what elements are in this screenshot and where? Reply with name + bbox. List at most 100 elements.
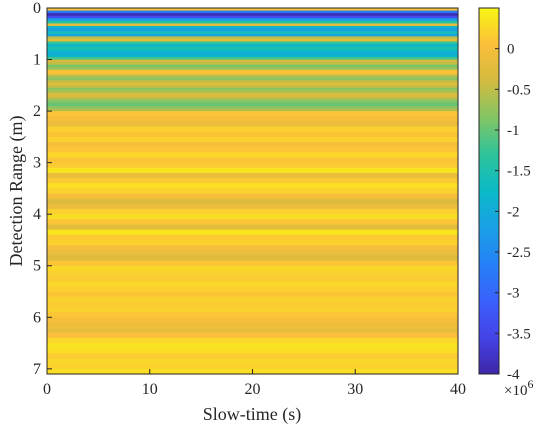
colorbar — [479, 8, 499, 374]
heatmap-cell — [47, 250, 458, 257]
heatmap-cell — [47, 270, 458, 277]
heatmap-cell — [47, 255, 458, 262]
heatmap-cell — [47, 56, 458, 61]
y-tick-label: 0 — [33, 0, 41, 17]
heatmap-cell — [47, 82, 458, 86]
heatmap-cell — [47, 317, 458, 324]
heatmap-cell — [47, 203, 458, 210]
heatmap-cell — [47, 121, 458, 128]
heatmap-cell — [47, 64, 458, 68]
colorbar-frame — [478, 7, 500, 375]
heatmap-cell — [47, 103, 458, 107]
colorbar-tick-label: -3.5 — [507, 326, 531, 342]
heatmap-cell — [47, 77, 458, 81]
heatmap-cell — [47, 33, 458, 37]
heatmap-cell — [47, 136, 458, 143]
heatmap-cell — [47, 265, 458, 272]
heatmap-cell — [47, 13, 458, 17]
y-tick-label: 6 — [33, 309, 41, 326]
heatmap-cell — [47, 286, 458, 293]
heatmap-cell — [47, 49, 458, 53]
heatmap-cell — [47, 59, 458, 63]
heatmap-cell — [47, 198, 458, 205]
heatmap-cell — [47, 162, 458, 169]
x-tick-label: 0 — [43, 381, 51, 398]
heatmap-cell — [47, 41, 458, 45]
x-tick-label: 40 — [450, 381, 466, 398]
colorbar-tick-label: -0.5 — [507, 82, 531, 98]
colorbar-multiplier: ×10 — [504, 383, 527, 399]
heatmap-cell — [47, 44, 458, 48]
heatmap-cell — [47, 108, 458, 112]
colorbar-exponent: 6 — [527, 377, 533, 391]
heatmap-cell — [47, 229, 458, 236]
heatmap-cell — [47, 188, 458, 195]
heatmap-cell — [47, 193, 458, 200]
heatmap-cell — [47, 353, 458, 360]
heatmap-cell — [47, 301, 458, 308]
heatmap-plot-area — [47, 8, 458, 375]
heatmap-cell — [47, 183, 458, 190]
colorbar-axis: 0 -0.5 -1 -1.5 -2 -2.5 -3 -3.5 -4 — [495, 42, 531, 383]
x-axis: 0 10 20 30 40 — [43, 369, 466, 398]
heatmap-cell — [47, 72, 458, 76]
heatmap-cell — [47, 67, 458, 71]
heatmap-cell — [47, 51, 458, 55]
heatmap-cell — [47, 276, 458, 282]
y-axis-label: Detection Range (m) — [6, 116, 27, 267]
heatmap-cell — [47, 209, 458, 215]
colorbar-tick-label: -1 — [507, 123, 520, 139]
x-tick-label: 20 — [245, 381, 261, 398]
heatmap-cell — [47, 348, 458, 354]
heatmap-cell — [47, 358, 458, 365]
y-tick-label: 1 — [33, 52, 41, 69]
heatmap-cell — [47, 54, 458, 58]
heatmap-cell — [47, 46, 458, 50]
heatmap-cell — [47, 18, 458, 22]
heatmap-cell — [47, 147, 458, 153]
heatmap-cell — [47, 36, 458, 40]
heatmap-cell — [47, 111, 458, 117]
heatmap-cell — [47, 167, 458, 174]
heatmap-cell — [47, 116, 458, 123]
heatmap-cell — [47, 234, 458, 241]
heatmap-cell — [47, 62, 458, 66]
y-tick-label: 3 — [33, 155, 41, 172]
heatmap-cell — [47, 8, 458, 12]
heatmap-cell — [47, 337, 458, 344]
heatmap-cell — [47, 23, 458, 27]
x-axis-label: Slow-time (s) — [203, 404, 302, 425]
heatmap-cell — [47, 224, 458, 231]
heatmap-cell — [47, 31, 458, 35]
x-tick-label: 10 — [142, 381, 158, 398]
y-tick-label: 5 — [33, 258, 41, 275]
heatmap-cell — [47, 172, 458, 179]
colorbar-tick-label: -2.5 — [507, 245, 531, 261]
heatmap-cell — [47, 219, 458, 226]
heatmap-cell — [47, 281, 458, 287]
heatmap-cell — [47, 306, 458, 313]
heatmap-cell — [47, 95, 458, 99]
heatmap-cell — [47, 327, 458, 334]
colorbar-tick-label: -1.5 — [507, 164, 531, 180]
heatmap-cell — [47, 126, 458, 133]
heatmap-cell — [47, 15, 458, 19]
heatmap-cell — [47, 90, 458, 94]
heatmap-cell — [47, 10, 458, 14]
heatmap-cell — [47, 142, 458, 148]
heatmap-cell — [47, 152, 458, 159]
heatmap-cell — [47, 178, 458, 184]
heatmap-cell — [47, 85, 458, 89]
heatmap-cell — [47, 80, 458, 84]
heatmap-cell — [47, 38, 458, 43]
heatmap-cell — [47, 28, 458, 32]
heatmap-cell — [47, 343, 458, 349]
heatmap-cell — [47, 239, 458, 246]
heatmap-cell — [47, 260, 458, 267]
heatmap-cell — [47, 105, 458, 110]
heatmap-cell — [47, 332, 458, 339]
colorbar-tick-label: 0 — [507, 42, 515, 58]
y-tick-label: 4 — [33, 206, 41, 223]
